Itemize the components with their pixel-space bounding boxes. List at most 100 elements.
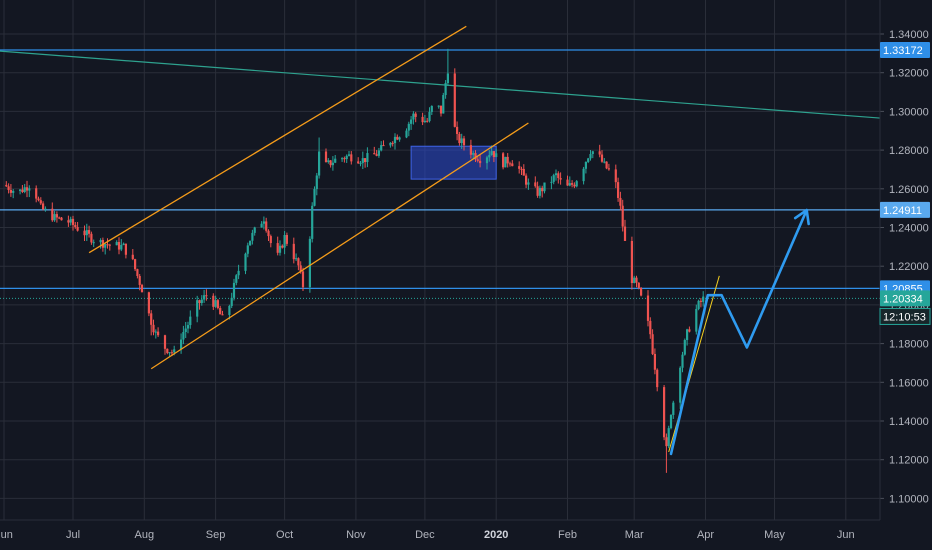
candle-body <box>134 259 137 270</box>
candle-body <box>329 160 332 166</box>
time-tick-label: Apr <box>697 529 714 541</box>
candle-body <box>439 105 443 114</box>
candle-body <box>251 232 254 241</box>
candle-body <box>446 73 449 84</box>
candle-body <box>124 243 127 255</box>
candle-body <box>559 178 562 180</box>
candle-body <box>58 217 61 219</box>
level-price-tag-background <box>880 42 930 59</box>
candle-body <box>520 168 523 170</box>
candle-body <box>350 154 353 162</box>
candle-body <box>393 136 397 144</box>
time-tick-label: Oct <box>276 529 293 541</box>
candle-body <box>28 188 31 191</box>
candle-body <box>462 138 466 146</box>
candle-body <box>76 227 79 231</box>
descending-trend-line[interactable] <box>0 50 881 119</box>
candle-body <box>269 236 272 244</box>
candle-body <box>228 305 231 315</box>
candle-body <box>182 332 185 340</box>
candle-body <box>430 105 433 112</box>
candle-body <box>637 282 640 288</box>
candle-body <box>203 295 206 300</box>
channel-line[interactable] <box>88 25 467 254</box>
candle-body <box>9 189 12 193</box>
candle-body <box>582 168 585 182</box>
candle-body <box>214 300 217 307</box>
candle-body <box>235 275 238 283</box>
countdown-tag: 12:10:53 <box>883 311 926 323</box>
price-tick-label: 1.24000 <box>889 223 929 235</box>
channel-line[interactable] <box>150 122 529 370</box>
drawing-layer-over[interactable] <box>88 25 810 456</box>
candle-body <box>598 151 601 155</box>
candle-body <box>552 175 555 182</box>
candle-body <box>262 221 265 224</box>
candle-body <box>605 161 608 169</box>
candle-body <box>485 157 489 164</box>
candle-body <box>85 230 88 236</box>
candle-body <box>244 253 247 271</box>
candle-body <box>651 334 654 354</box>
time-tick-label: Jul <box>66 529 80 541</box>
candle-body <box>21 189 24 193</box>
candle-body <box>186 325 190 329</box>
candle-body <box>19 189 22 191</box>
candle-body <box>359 163 362 165</box>
countdown-tag-border <box>879 307 931 325</box>
current-price-tag-background <box>880 290 930 307</box>
candle-body <box>663 387 666 438</box>
projection-path[interactable] <box>669 208 809 456</box>
price-tick-label: 1.18000 <box>889 339 929 351</box>
candle-body <box>53 214 56 221</box>
candle-body <box>55 214 58 218</box>
candle-body <box>88 230 91 234</box>
candle-body <box>345 155 348 160</box>
candle-body <box>382 145 385 147</box>
candle-body <box>573 184 576 187</box>
candle-body <box>260 223 263 228</box>
candle-body <box>428 111 431 122</box>
candle-body <box>653 353 656 370</box>
candle-body <box>7 186 10 190</box>
candle-body <box>423 120 426 123</box>
candle-body <box>474 153 477 160</box>
candle-body <box>341 158 344 160</box>
candle-body <box>216 300 219 309</box>
candle-body <box>476 159 479 161</box>
price-tick-label: 1.26000 <box>889 184 929 196</box>
candle-body <box>534 182 537 187</box>
candle-body <box>490 151 493 156</box>
candle-body <box>163 335 167 349</box>
candle-body <box>667 428 670 447</box>
time-tick-label: 2020 <box>484 529 508 541</box>
candle-body <box>361 158 364 164</box>
candle-body <box>42 203 45 210</box>
candle-body <box>458 133 461 144</box>
candle-body <box>375 154 378 156</box>
candle-body <box>140 284 144 293</box>
candle-body <box>426 120 429 122</box>
candle-body <box>391 142 394 144</box>
candle-body <box>60 217 63 221</box>
candle-body <box>398 137 401 140</box>
time-axis[interactable]: Jun Jul Aug Sep Oct Nov Dec 2020 Feb Mar Apr May Jun <box>0 519 880 550</box>
candle-body <box>640 287 643 296</box>
candle-body <box>69 218 72 223</box>
candle-body <box>327 160 330 163</box>
price-axis[interactable]: 1.34000 1.32000 1.30000 1.28000 1.26000 1.240… <box>879 0 932 520</box>
candle-body <box>414 113 417 117</box>
candle-body <box>154 331 157 333</box>
candle-body <box>506 156 509 164</box>
candle-body <box>502 153 505 168</box>
candle-body <box>584 161 587 169</box>
candle-body <box>184 328 187 333</box>
price-tick-label: 1.22000 <box>889 261 929 273</box>
candle-body <box>108 244 111 246</box>
supply-zone-rectangle[interactable] <box>410 145 497 180</box>
candle-body <box>554 173 558 176</box>
candle-body <box>232 282 236 298</box>
candle-body <box>267 230 270 237</box>
